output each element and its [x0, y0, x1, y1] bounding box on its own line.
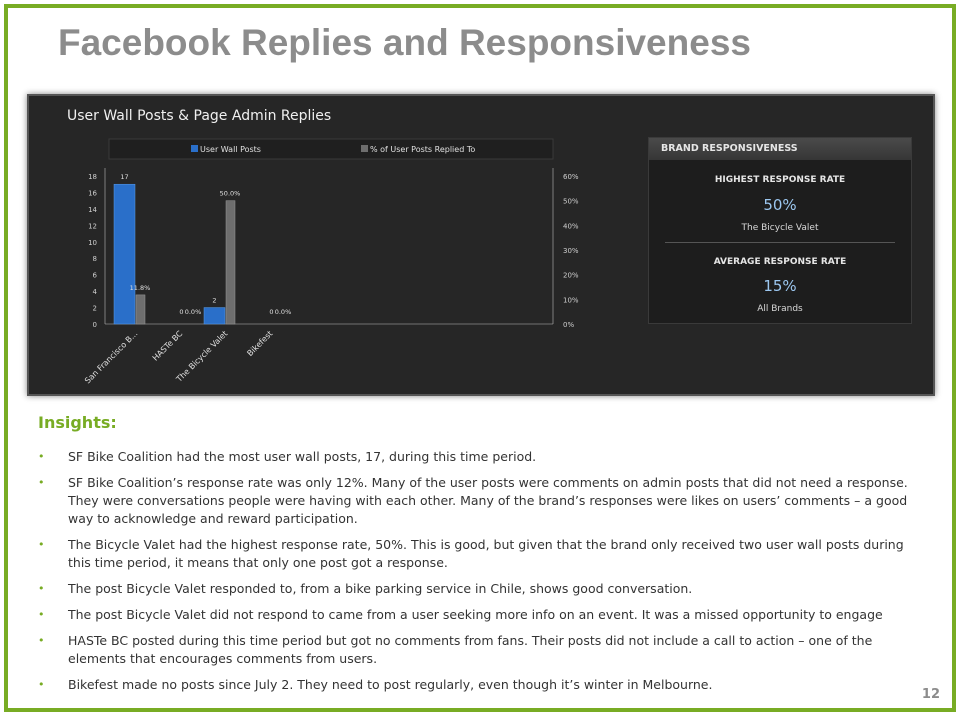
bullet-icon: •	[38, 450, 45, 463]
insight-text: SF Bike Coalition’s response rate was on…	[68, 475, 908, 526]
bar-user-wall-posts	[113, 183, 136, 325]
x-category-label: Bikefest	[245, 329, 274, 358]
x-category-label: HASTe BC	[151, 329, 185, 363]
bar-data-label: 50.0%	[220, 190, 241, 198]
bullet-icon: •	[38, 538, 45, 551]
bar-percent-replied	[135, 294, 146, 325]
legend-swatch	[191, 145, 198, 152]
bullet-icon: •	[38, 634, 45, 647]
bullet-icon: •	[38, 608, 45, 621]
y-tick-label: 8	[93, 255, 97, 263]
y-tick-label: 12	[88, 222, 97, 230]
bar-data-label: 0	[269, 308, 273, 316]
bullet-icon: •	[38, 678, 45, 691]
insight-item: • The post Bicycle Valet did not respond …	[36, 606, 916, 624]
page-number: 12	[921, 687, 940, 702]
metric-divider	[665, 242, 895, 243]
insight-item: • HASTe BC posted during this time period…	[36, 632, 916, 668]
y-tick-label: 0	[93, 321, 97, 329]
insight-item: • The Bicycle Valet had the highest respo…	[36, 536, 916, 572]
bar-data-label: 17	[120, 173, 128, 181]
insight-text: The post Bicycle Valet responded to, fro…	[68, 581, 693, 596]
y2-tick-label: 20%	[563, 272, 579, 280]
average-rate-value: 15%	[763, 277, 797, 295]
bar-data-label: 0	[179, 308, 183, 316]
bar-chart: User Wall Posts % of User Posts Replied T…	[83, 138, 579, 385]
highest-rate-label: HIGHEST RESPONSE RATE	[714, 175, 846, 185]
bar-data-label: 11.8%	[130, 284, 151, 292]
bar-user-wall-posts	[203, 307, 226, 325]
chart-title: User Wall Posts & Page Admin Replies	[67, 108, 332, 124]
brand-responsiveness-panel: BRAND RESPONSIVENESS HIGHEST RESPONSE RA…	[648, 137, 912, 324]
bullet-icon: •	[38, 582, 45, 595]
insight-text: The Bicycle Valet had the highest respon…	[68, 537, 904, 570]
legend-swatch	[361, 145, 368, 152]
y2-tick-label: 30%	[563, 247, 579, 255]
average-rate-scope: All Brands	[757, 304, 803, 314]
y2-tick-label: 0%	[563, 321, 574, 329]
bar-data-label: 0.0%	[275, 308, 292, 316]
insight-item: • SF Bike Coalition had the most user wal…	[36, 448, 916, 466]
brand-panel-header: BRAND RESPONSIVENESS	[649, 138, 911, 160]
bullet-icon: •	[38, 476, 45, 489]
insight-item: • SF Bike Coalition’s response rate was o…	[36, 474, 916, 528]
highest-rate-brand: The Bicycle Valet	[741, 223, 819, 233]
insight-text: The post Bicycle Valet did not respond t…	[68, 607, 883, 622]
insight-text: HASTe BC posted during this time period …	[68, 633, 873, 666]
legend-label: User Wall Posts	[200, 145, 261, 154]
bar-data-label: 0.0%	[185, 308, 202, 316]
y-tick-label: 14	[88, 206, 97, 214]
insight-text: SF Bike Coalition had the most user wall…	[68, 449, 537, 464]
y-tick-label: 4	[93, 288, 98, 296]
legend-box	[108, 138, 554, 160]
insights-list: • SF Bike Coalition had the most user wal…	[36, 448, 916, 702]
bar-data-label: 2	[212, 297, 216, 305]
dashboard-panel: User Wall Posts & Page Admin Replies Use…	[27, 94, 935, 396]
highest-rate-value: 50%	[763, 196, 797, 214]
slide-title: Facebook Replies and Responsiveness	[58, 22, 751, 63]
legend-label: % of User Posts Replied To	[370, 145, 475, 154]
y2-tick-label: 50%	[563, 198, 579, 206]
y2-tick-label: 10%	[563, 296, 579, 304]
y-tick-label: 10	[88, 239, 97, 247]
insight-text: Bikefest made no posts since July 2. The…	[68, 677, 713, 692]
bar-percent-replied	[225, 200, 236, 325]
y-tick-label: 16	[88, 189, 97, 197]
y-tick-label: 18	[88, 173, 97, 181]
y2-tick-label: 60%	[563, 173, 579, 181]
insight-item: • The post Bicycle Valet responded to, fr…	[36, 580, 916, 598]
insights-title: Insights:	[38, 413, 117, 432]
insight-item: • Bikefest made no posts since July 2. Th…	[36, 676, 916, 694]
x-category-label: San Francisco B...	[83, 329, 139, 385]
average-rate-label: AVERAGE RESPONSE RATE	[713, 257, 847, 267]
y-tick-label: 6	[93, 272, 98, 280]
y-tick-label: 2	[93, 305, 97, 313]
y2-tick-label: 40%	[563, 222, 579, 230]
